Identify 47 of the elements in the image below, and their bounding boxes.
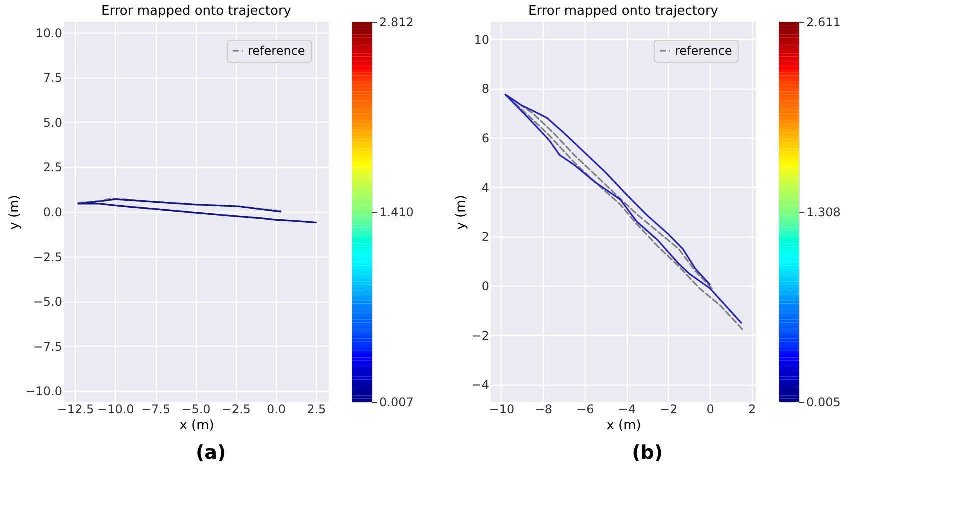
y-tick-label: −2.5 — [33, 250, 62, 264]
x-tick-label: −4 — [618, 402, 636, 416]
y-tick-label: −7.5 — [33, 340, 62, 354]
x-tick-label: −2.5 — [222, 402, 251, 416]
x-tick-label: 2 — [748, 402, 756, 416]
y-tick-label: 8 — [482, 82, 490, 96]
legend-label: reference — [675, 44, 732, 58]
x-tick-label: −7.5 — [141, 402, 171, 416]
color-bar-label: 0.007 — [380, 396, 414, 410]
y-tick-label: 4 — [482, 180, 490, 195]
x-axis-title: x (m) — [606, 418, 642, 434]
color-bar-label: 0.005 — [806, 396, 841, 410]
x-axis-title: x (m) — [180, 418, 214, 434]
y-tick-label: 5.0 — [43, 116, 62, 130]
y-tick-label: −10.0 — [26, 384, 62, 399]
x-tick-label: −10 — [489, 402, 515, 416]
y-tick-label: 0.0 — [43, 206, 62, 220]
y-tick-label: 10.0 — [36, 26, 62, 40]
color-bar-label: 2.812 — [380, 16, 414, 30]
y-tick-label: 0 — [482, 280, 490, 294]
legend-label: reference — [248, 44, 306, 58]
x-tick-label: −2 — [660, 402, 678, 416]
text: (b) — [632, 442, 664, 464]
text: (a) — [196, 442, 226, 464]
x-tick-label: 0 — [706, 402, 714, 416]
y-tick-label: 6 — [482, 131, 490, 146]
x-tick-label: −6 — [576, 402, 594, 416]
y-axis-title: y (m) — [454, 195, 469, 230]
y-tick-label: 2 — [482, 230, 490, 244]
y-tick-label: 2.5 — [43, 160, 62, 175]
y-tick-label: −5.0 — [33, 295, 62, 310]
x-tick-label: −8 — [534, 402, 553, 416]
color-bar-label: 2.611 — [806, 16, 841, 30]
y-tick-label: −2 — [472, 328, 490, 343]
y-tick-label: 7.5 — [43, 71, 62, 86]
y-tick-label: 10 — [474, 32, 490, 47]
y-tick-label: −4 — [472, 378, 490, 392]
x-tick-label: −5.0 — [182, 402, 211, 416]
color-bar-label: 1.410 — [380, 205, 414, 220]
x-tick-label: 0.0 — [266, 402, 286, 416]
chart-title: Error mapped onto trajectory — [528, 4, 719, 19]
x-tick-label: −10.0 — [98, 402, 134, 416]
y-axis-title: y (m) — [8, 195, 23, 230]
x-tick-label: 2.5 — [307, 402, 326, 416]
x-tick-label: −12.5 — [57, 402, 94, 416]
color-bar-label: 1.308 — [806, 206, 841, 220]
chart-title: Error mapped onto trajectory — [102, 4, 292, 19]
